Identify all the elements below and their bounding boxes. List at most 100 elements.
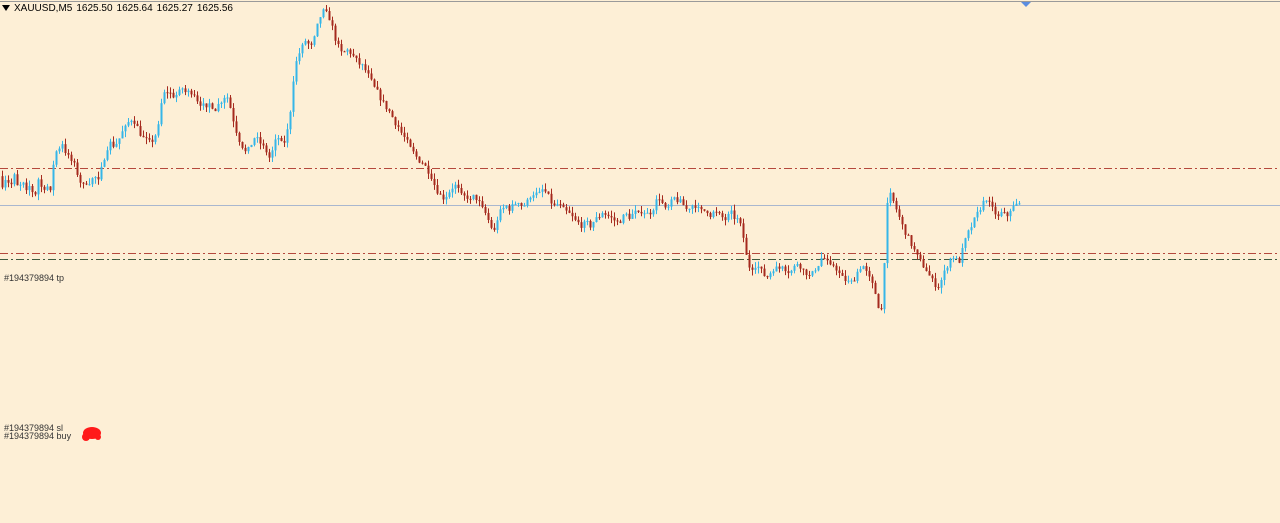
candle-body	[817, 266, 820, 271]
candle-body	[799, 264, 802, 269]
candle-body	[64, 144, 67, 154]
candle-body	[88, 184, 91, 186]
candle-body	[676, 197, 679, 203]
candle-body	[673, 197, 676, 200]
candle-body	[520, 203, 523, 206]
candle-body	[424, 163, 427, 166]
candle-body	[718, 212, 721, 214]
candle-body	[163, 92, 166, 104]
shift-marker-icon[interactable]	[1021, 2, 1031, 7]
candle-body	[859, 269, 862, 272]
candle-body	[625, 213, 628, 215]
candle-body	[808, 275, 811, 277]
candle-body	[79, 174, 82, 183]
candle-body	[979, 210, 982, 212]
candle-body	[793, 265, 796, 271]
candle-body	[466, 195, 469, 199]
tp-line-label[interactable]: #194379894 tp	[4, 273, 65, 283]
candle-body	[157, 124, 160, 136]
candle-body	[367, 70, 370, 74]
candle-body	[505, 206, 508, 208]
candle-body	[307, 41, 310, 44]
candle-body	[982, 200, 985, 211]
candle-body	[304, 41, 307, 45]
buy-line-label[interactable]: #194379894 buy	[4, 431, 72, 441]
sl-line-label[interactable]: #194379894 sl	[4, 423, 64, 433]
candle-body	[427, 165, 430, 174]
candle-body	[571, 212, 574, 217]
candle-body	[994, 206, 997, 215]
candle-body	[454, 184, 457, 189]
candle-body	[310, 43, 313, 45]
candle-body	[211, 103, 214, 109]
candle-body	[445, 196, 448, 200]
candle-body	[541, 189, 544, 192]
candle-body	[28, 186, 31, 191]
chart-header: XAUUSD,M5 1625.50 1625.64 1625.27 1625.56	[2, 3, 237, 15]
candle-body	[469, 198, 472, 200]
candle-body	[478, 200, 481, 202]
candle-body	[4, 179, 7, 188]
candle-body	[388, 109, 391, 112]
candle-body	[61, 144, 64, 149]
candle-body	[814, 270, 817, 272]
candle-body	[637, 210, 640, 212]
candle-body	[880, 308, 883, 310]
candle-body	[901, 216, 904, 225]
candle-body	[475, 194, 478, 201]
candle-body	[937, 287, 940, 289]
candle-body	[10, 182, 13, 185]
candle-body	[853, 280, 856, 282]
candle-body	[616, 220, 619, 222]
candle-body	[370, 73, 373, 80]
candle-body	[889, 192, 892, 203]
candle-body	[124, 125, 127, 132]
candle-body	[52, 164, 55, 191]
candle-body	[583, 221, 586, 228]
dropdown-triangle-icon[interactable]	[2, 5, 10, 12]
candle-body	[829, 260, 832, 265]
candle-body	[535, 192, 538, 196]
candle-body	[769, 273, 772, 278]
candle-body	[400, 126, 403, 133]
candle-body	[490, 219, 493, 228]
candle-body	[244, 147, 247, 152]
candle-body	[25, 182, 28, 191]
candle-body	[19, 184, 22, 186]
candle-body	[226, 97, 229, 99]
candle-body	[451, 188, 454, 193]
candle-body	[973, 217, 976, 228]
candle-body	[301, 44, 304, 54]
candle-body	[610, 216, 613, 218]
candle-body	[349, 49, 352, 54]
candle-body	[181, 88, 184, 90]
candle-body	[295, 61, 298, 82]
candle-body	[373, 79, 376, 87]
order-marker-icon[interactable]	[82, 427, 101, 441]
candle-body	[898, 209, 901, 217]
candle-body	[730, 210, 733, 214]
candle-body	[844, 275, 847, 282]
candle-body	[790, 270, 793, 274]
candle-body	[487, 212, 490, 220]
candle-body	[199, 101, 202, 106]
candle-body	[139, 126, 142, 136]
candle-body	[670, 199, 673, 207]
candle-body	[592, 221, 595, 228]
candle-body	[643, 213, 646, 215]
candle-body	[517, 203, 520, 205]
candle-body	[184, 88, 187, 93]
candle-body	[766, 276, 769, 278]
candle-body	[283, 140, 286, 143]
candle-body	[709, 213, 712, 218]
candle-body	[394, 117, 397, 126]
candle-body	[382, 100, 385, 102]
candle-body	[787, 271, 790, 274]
candle-body	[679, 199, 682, 203]
candle-body	[754, 267, 757, 270]
candle-body	[523, 205, 526, 207]
candle-body	[745, 237, 748, 255]
candle-body	[895, 200, 898, 210]
